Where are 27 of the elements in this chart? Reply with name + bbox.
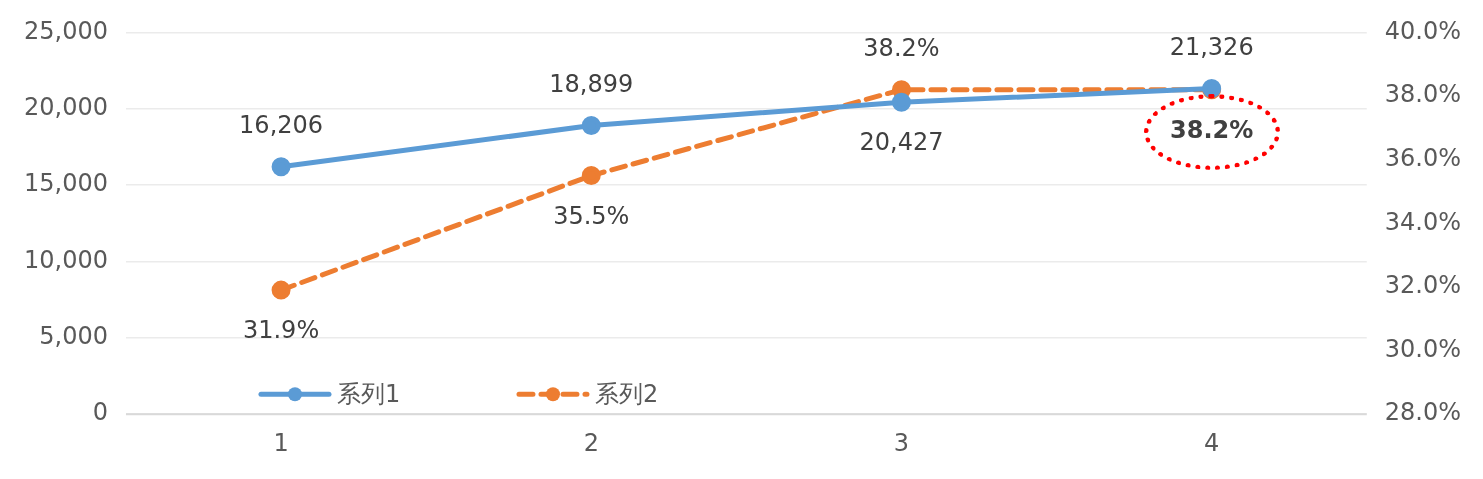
y-tick-label: 10,000 [23, 245, 108, 274]
data-label: 16,206 [239, 110, 324, 139]
y2-tick-label: 32.0% [1384, 271, 1462, 300]
y2-tick-label: 34.0% [1384, 207, 1462, 236]
data-label: 38.2% [1170, 115, 1254, 144]
x-tick-label: 2 [583, 428, 599, 457]
y-tick-label: 5,000 [39, 322, 108, 351]
y2-tick-label: 40.0% [1384, 16, 1462, 45]
data-label: 20,427 [859, 128, 944, 157]
y-tick-label: 25,000 [23, 16, 108, 45]
data-label: 31.9% [242, 316, 320, 345]
y2-tick-label: 30.0% [1384, 334, 1462, 363]
y-tick-label: 0 [92, 398, 108, 427]
legend-label: 系列2 [594, 380, 659, 409]
data-label: 38.2% [863, 33, 940, 62]
legend-label: 系列1 [336, 380, 401, 409]
data-label: 21,326 [1169, 32, 1254, 61]
y-tick-label: 20,000 [23, 92, 108, 121]
data-label: 18,899 [549, 69, 634, 98]
data-label: 35.5% [553, 201, 630, 230]
x-tick-label: 4 [1204, 428, 1220, 457]
y2-tick-label: 28.0% [1384, 398, 1462, 427]
x-tick-label: 3 [893, 428, 910, 457]
y2-tick-label: 38.0% [1384, 80, 1462, 109]
y-tick-label: 15,000 [23, 169, 108, 198]
x-tick-label: 1 [273, 428, 289, 457]
y2-tick-label: 36.0% [1384, 143, 1462, 172]
